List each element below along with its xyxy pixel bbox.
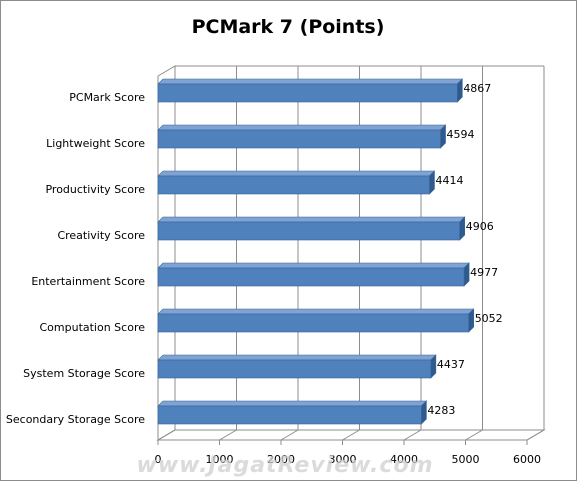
bar-top-face <box>157 124 447 131</box>
bar-front-face <box>157 175 430 195</box>
chart-walls <box>156 65 546 441</box>
bar-front-face <box>157 267 465 287</box>
x-tick-label: 1000 <box>206 453 234 466</box>
data-label: 5052 <box>475 312 503 325</box>
bar <box>157 170 436 195</box>
category-label: Productivity Score <box>45 183 145 196</box>
floor-line-3000 <box>342 429 360 441</box>
bar-front-face <box>157 83 458 103</box>
category-label: System Storage Score <box>23 367 145 380</box>
data-label: 4594 <box>447 128 475 141</box>
floor-line-6000 <box>526 429 545 441</box>
bar-front-face <box>157 221 461 241</box>
bar-top-face <box>157 354 437 361</box>
x-tick-label: 4000 <box>390 453 418 466</box>
gridlines <box>157 66 545 445</box>
bar <box>157 124 447 149</box>
x-tick-label: 5000 <box>452 453 480 466</box>
category-label: PCMark Score <box>69 91 145 104</box>
bar-top-face <box>157 78 464 85</box>
data-label: 4283 <box>427 404 455 417</box>
bar <box>157 216 466 241</box>
bar-top-face <box>157 400 428 407</box>
x-tick-label: 3000 <box>329 453 357 466</box>
category-label: Entertainment Score <box>31 275 145 288</box>
x-tick-label: 0 <box>155 453 162 466</box>
bars <box>157 78 475 425</box>
bar <box>157 78 464 103</box>
bar-front-face <box>157 405 422 425</box>
floor-line-5000 <box>465 429 483 441</box>
floor-line-4000 <box>403 429 422 441</box>
bar-top-face <box>157 308 475 315</box>
category-labels: PCMark Score Lightweight Score Productivit… <box>6 91 145 426</box>
bar <box>157 262 470 287</box>
category-label: Lightweight Score <box>46 137 145 150</box>
bar-front-face <box>157 129 441 149</box>
side-wall <box>157 65 176 441</box>
bar-top-face <box>157 262 470 269</box>
category-label: Secondary Storage Score <box>6 413 145 426</box>
floor-line-1000 <box>219 429 237 441</box>
bar <box>157 354 437 379</box>
data-label: 4867 <box>463 82 491 95</box>
bar-top-face <box>157 170 436 177</box>
x-tick-label: 6000 <box>513 453 541 466</box>
bar-top-face <box>157 216 466 223</box>
category-label: Creativity Score <box>57 229 145 242</box>
data-label: 4414 <box>435 174 463 187</box>
bar <box>157 400 428 425</box>
floor-line-0 <box>157 429 176 441</box>
bar-front-face <box>157 313 469 333</box>
data-label: 4906 <box>466 220 494 233</box>
watermark-text: www.JagatReview.com <box>137 453 434 478</box>
category-label: Computation Score <box>39 321 145 334</box>
chart-title: PCMark 7 (Points) <box>192 16 385 38</box>
bar-front-face <box>157 359 432 379</box>
data-label: 4437 <box>437 358 465 371</box>
floor-line-2000 <box>280 429 299 441</box>
bar <box>157 308 475 333</box>
data-labels: 4867 4594 4414 4906 4977 5052 4437 4283 <box>427 82 502 417</box>
x-tick-label: 2000 <box>267 453 295 466</box>
x-tick-labels: 0 1000 2000 3000 4000 5000 6000 <box>155 453 542 466</box>
data-label: 4977 <box>470 266 498 279</box>
